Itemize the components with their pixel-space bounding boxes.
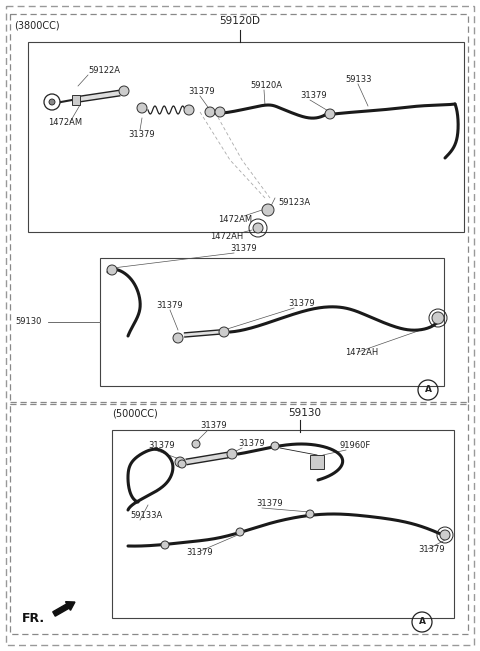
- Text: 31379: 31379: [188, 87, 215, 96]
- Circle shape: [119, 86, 129, 96]
- Text: FR.: FR.: [22, 611, 45, 624]
- Circle shape: [227, 449, 237, 459]
- Circle shape: [219, 327, 229, 337]
- Text: 31379: 31379: [238, 439, 264, 448]
- Text: 59130: 59130: [288, 408, 321, 418]
- Bar: [310, 455, 324, 469]
- Text: A: A: [419, 618, 425, 626]
- Text: 31379: 31379: [148, 441, 175, 450]
- Text: 59133: 59133: [345, 75, 372, 84]
- Circle shape: [236, 528, 244, 536]
- Text: 31379: 31379: [230, 244, 257, 253]
- Circle shape: [178, 460, 186, 468]
- Bar: [72, 95, 80, 105]
- Text: 59133A: 59133A: [130, 511, 162, 520]
- Circle shape: [107, 265, 117, 275]
- Text: 31379: 31379: [418, 545, 444, 554]
- Circle shape: [161, 541, 169, 549]
- Text: 1472AM: 1472AM: [48, 118, 82, 127]
- Text: 31379: 31379: [300, 91, 326, 100]
- Text: (5000CC): (5000CC): [112, 408, 158, 418]
- Text: 31379: 31379: [156, 301, 182, 310]
- Circle shape: [175, 457, 185, 467]
- Text: A: A: [424, 385, 432, 395]
- Circle shape: [192, 440, 200, 448]
- Circle shape: [262, 204, 274, 216]
- Circle shape: [253, 223, 263, 233]
- Circle shape: [173, 333, 183, 343]
- Circle shape: [205, 107, 215, 117]
- Text: 59122A: 59122A: [88, 66, 120, 75]
- Text: 59123A: 59123A: [278, 198, 310, 207]
- Circle shape: [215, 107, 225, 117]
- Bar: [28, 42, 464, 232]
- Text: 31379: 31379: [288, 299, 314, 308]
- Bar: [100, 258, 444, 386]
- Circle shape: [325, 109, 335, 119]
- Text: 31379: 31379: [200, 421, 227, 430]
- FancyArrow shape: [53, 602, 75, 616]
- Text: 31379: 31379: [128, 130, 155, 139]
- Bar: [10, 14, 468, 404]
- Bar: [10, 402, 468, 634]
- Circle shape: [271, 442, 279, 450]
- Text: 91960F: 91960F: [340, 441, 371, 450]
- Text: 59120A: 59120A: [250, 81, 282, 90]
- Circle shape: [432, 312, 444, 324]
- Circle shape: [49, 99, 55, 105]
- Bar: [112, 430, 454, 618]
- Text: 31379: 31379: [256, 499, 283, 508]
- Text: 59130: 59130: [15, 318, 41, 327]
- Text: 1472AH: 1472AH: [210, 232, 243, 241]
- Circle shape: [440, 530, 450, 540]
- Text: 59120D: 59120D: [219, 16, 261, 26]
- Circle shape: [306, 510, 314, 518]
- Text: 31379: 31379: [186, 548, 213, 557]
- Text: 1472AM: 1472AM: [218, 215, 252, 224]
- Circle shape: [184, 105, 194, 115]
- Circle shape: [137, 103, 147, 113]
- Text: (3800CC): (3800CC): [14, 20, 60, 30]
- Text: 1472AH: 1472AH: [345, 348, 378, 357]
